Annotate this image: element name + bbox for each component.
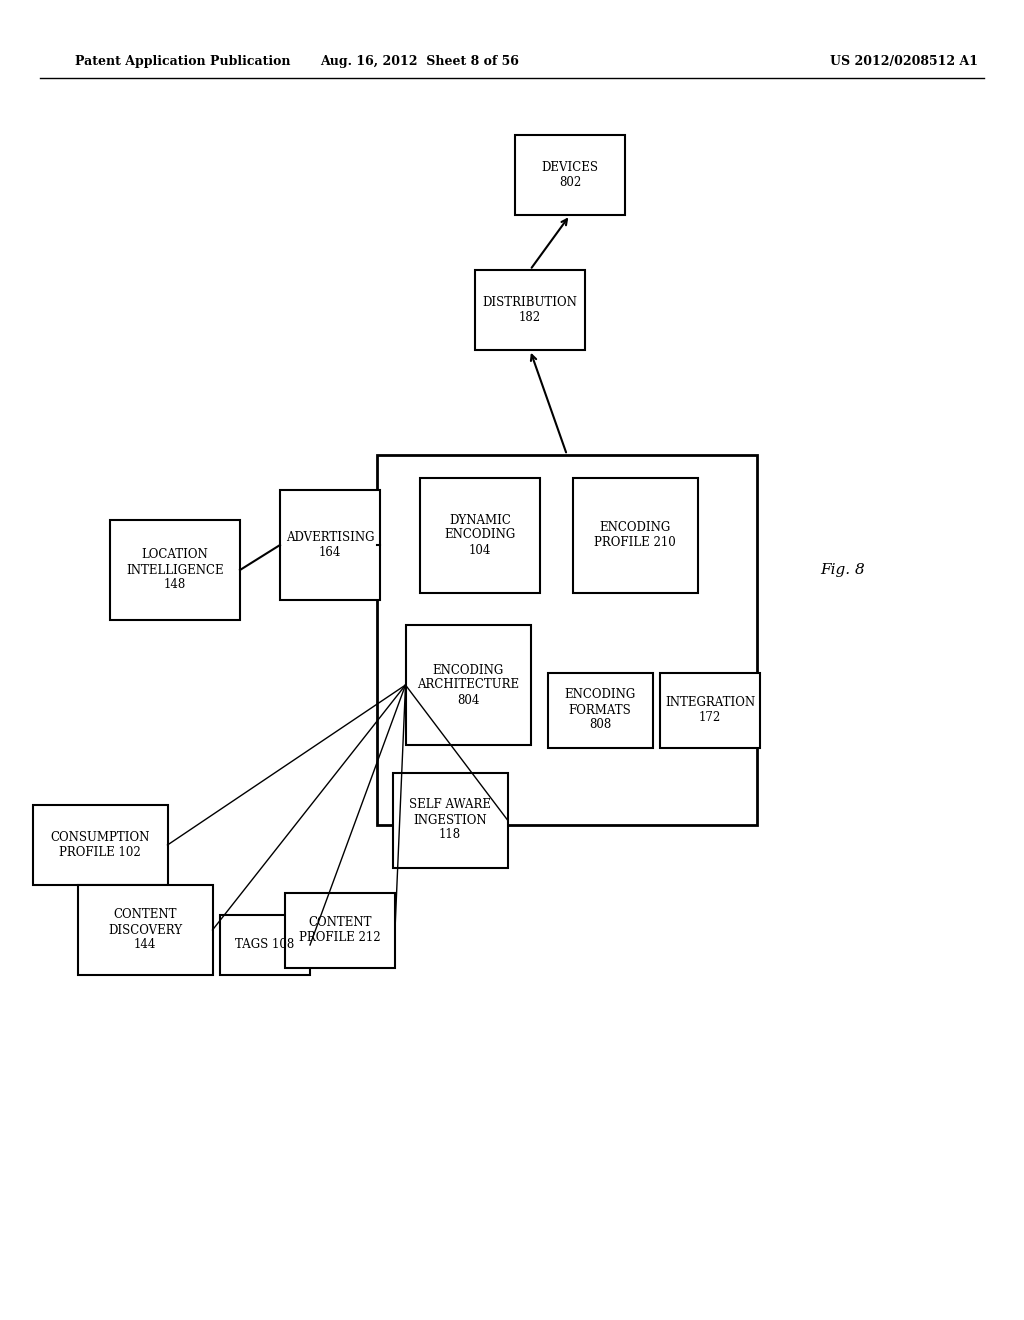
Text: US 2012/0208512 A1: US 2012/0208512 A1 xyxy=(830,55,978,69)
Bar xyxy=(548,672,652,747)
Text: DISTRIBUTION
182: DISTRIBUTION 182 xyxy=(482,296,578,323)
Text: TAGS 108: TAGS 108 xyxy=(236,939,295,952)
Bar xyxy=(33,805,168,884)
Text: CONTENT
DISCOVERY
144: CONTENT DISCOVERY 144 xyxy=(108,908,182,952)
Text: ENCODING
ARCHITECTURE
804: ENCODING ARCHITECTURE 804 xyxy=(417,664,519,706)
Bar xyxy=(572,478,697,593)
Bar xyxy=(377,455,757,825)
Text: Patent Application Publication: Patent Application Publication xyxy=(75,55,291,69)
Bar xyxy=(220,915,310,975)
Text: LOCATION
INTELLIGENCE
148: LOCATION INTELLIGENCE 148 xyxy=(126,549,224,591)
Text: ADVERTISING
164: ADVERTISING 164 xyxy=(286,531,374,558)
Bar xyxy=(515,135,625,215)
Bar xyxy=(110,520,240,620)
Bar xyxy=(420,478,540,593)
Bar xyxy=(285,892,395,968)
Text: DEVICES
802: DEVICES 802 xyxy=(542,161,598,189)
Bar xyxy=(406,624,530,744)
Bar xyxy=(280,490,380,601)
Text: DYNAMIC
ENCODING
104: DYNAMIC ENCODING 104 xyxy=(444,513,516,557)
Text: Aug. 16, 2012  Sheet 8 of 56: Aug. 16, 2012 Sheet 8 of 56 xyxy=(321,55,519,69)
Bar xyxy=(392,772,508,867)
Text: CONTENT
PROFILE 212: CONTENT PROFILE 212 xyxy=(299,916,381,944)
Bar xyxy=(78,884,213,975)
Text: CONSUMPTION
PROFILE 102: CONSUMPTION PROFILE 102 xyxy=(50,832,150,859)
Text: SELF AWARE
INGESTION
118: SELF AWARE INGESTION 118 xyxy=(409,799,490,842)
Text: ENCODING
FORMATS
808: ENCODING FORMATS 808 xyxy=(564,689,636,731)
Text: ENCODING
PROFILE 210: ENCODING PROFILE 210 xyxy=(594,521,676,549)
Bar xyxy=(475,271,585,350)
Text: INTEGRATION
172: INTEGRATION 172 xyxy=(665,696,755,723)
Text: Fig. 8: Fig. 8 xyxy=(820,564,864,577)
Bar xyxy=(660,672,760,747)
